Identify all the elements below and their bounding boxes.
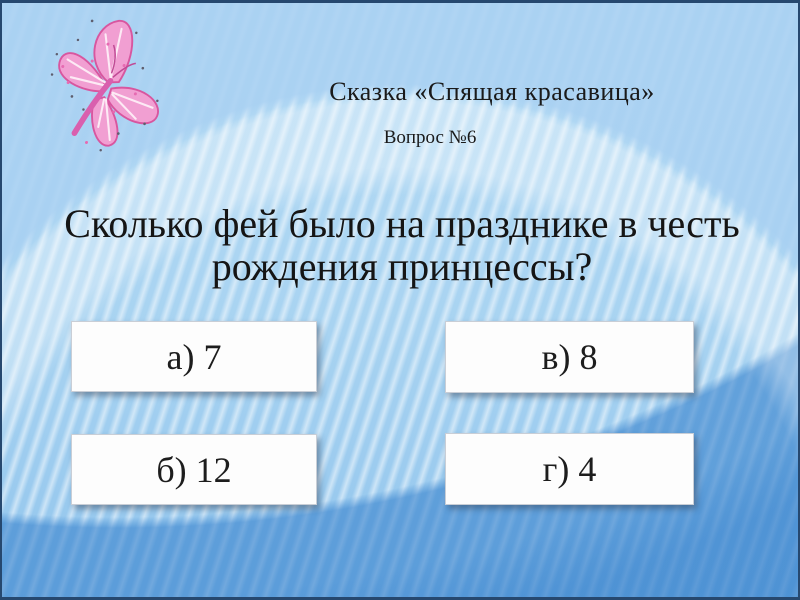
answer-button-g[interactable]: г) 4 (445, 433, 694, 505)
answer-button-v[interactable]: в) 8 (445, 321, 694, 393)
slide-title: Сказка «Спящая красавица» (329, 77, 655, 106)
question-text: Сколько фей было на празднике в честь ро… (64, 201, 740, 289)
answer-button-a[interactable]: а) 7 (71, 321, 317, 392)
question-number-label: Вопрос №6 (383, 127, 477, 148)
butterfly-icon (50, 19, 159, 152)
answer-button-b[interactable]: б) 12 (71, 434, 317, 505)
